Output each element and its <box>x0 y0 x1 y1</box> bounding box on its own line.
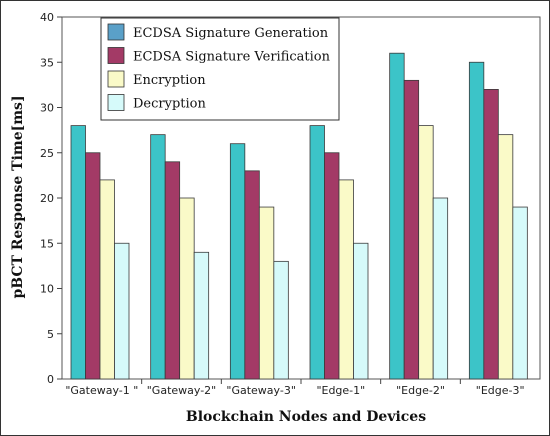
bar-1-0 <box>150 134 166 380</box>
bar-2-2 <box>258 206 275 380</box>
x-tick-label: "Gateway-3" <box>226 384 296 397</box>
bar-1-2 <box>179 197 195 380</box>
bar-4-1 <box>403 79 420 380</box>
bar-4-3 <box>432 197 449 380</box>
legend-label-2: Encryption <box>133 73 206 88</box>
bar-2-3 <box>273 260 289 380</box>
bar-3-3 <box>353 242 369 380</box>
y-axis-title: pBCT Response Time[ms] <box>10 95 26 298</box>
bar-0-1 <box>85 152 101 380</box>
x-tick-label: "Edge-1" <box>316 384 365 397</box>
bar-5-0 <box>468 61 485 380</box>
y-tick-label: 25 <box>40 147 54 160</box>
legend: ECDSA Signature Generation ECDSA Signatur… <box>100 17 340 121</box>
y-tick-label: 15 <box>40 237 54 250</box>
bar-5-1 <box>483 89 499 380</box>
bar-3-2 <box>338 179 354 380</box>
bar-2-1 <box>244 170 260 380</box>
y-tick-label: 35 <box>40 56 54 69</box>
bar-1-3 <box>193 251 210 380</box>
x-axis-title: Blockchain Nodes and Devices <box>186 409 426 425</box>
legend-swatch-3 <box>107 94 125 111</box>
x-tick-label: "Gateway-1 " <box>65 384 138 397</box>
bar-2-0 <box>229 143 246 380</box>
legend-swatch-1 <box>107 47 125 64</box>
y-tick-label: 30 <box>40 102 54 115</box>
y-tick-label: 5 <box>47 328 54 341</box>
x-tick-label: "Gateway-2" <box>147 384 217 397</box>
bar-0-0 <box>70 125 86 380</box>
bar-0-3 <box>114 242 130 380</box>
legend-label-1: ECDSA Signature Verification <box>133 50 331 65</box>
legend-label-0: ECDSA Signature Generation <box>133 26 329 41</box>
legend-swatch-0 <box>107 23 125 41</box>
bar-3-0 <box>309 125 325 380</box>
y-tick-label: 40 <box>40 11 54 24</box>
x-tick-label: "Edge-2" <box>396 384 445 397</box>
legend-swatch-2 <box>107 70 125 88</box>
bar-1-1 <box>164 161 181 380</box>
bar-5-3 <box>512 206 528 380</box>
y-axis-ticks: 0 5 10 15 20 25 30 35 40 <box>40 11 62 386</box>
bar-5-2 <box>497 134 514 380</box>
x-tick-label: "Edge-3" <box>476 384 525 397</box>
bar-0-2 <box>99 179 115 380</box>
bars-group <box>70 52 528 380</box>
x-axis-ticks: "Gateway-1 " "Gateway-2" "Gateway-3" "Edge-… <box>65 379 525 397</box>
bar-4-2 <box>418 125 434 380</box>
y-tick-label: 0 <box>47 373 54 386</box>
y-tick-label: 10 <box>40 283 54 296</box>
y-tick-label: 20 <box>40 192 54 205</box>
bar-4-0 <box>389 52 405 380</box>
legend-label-3: Decryption <box>133 97 206 112</box>
bar-3-1 <box>324 152 340 380</box>
legend-box <box>100 17 340 121</box>
